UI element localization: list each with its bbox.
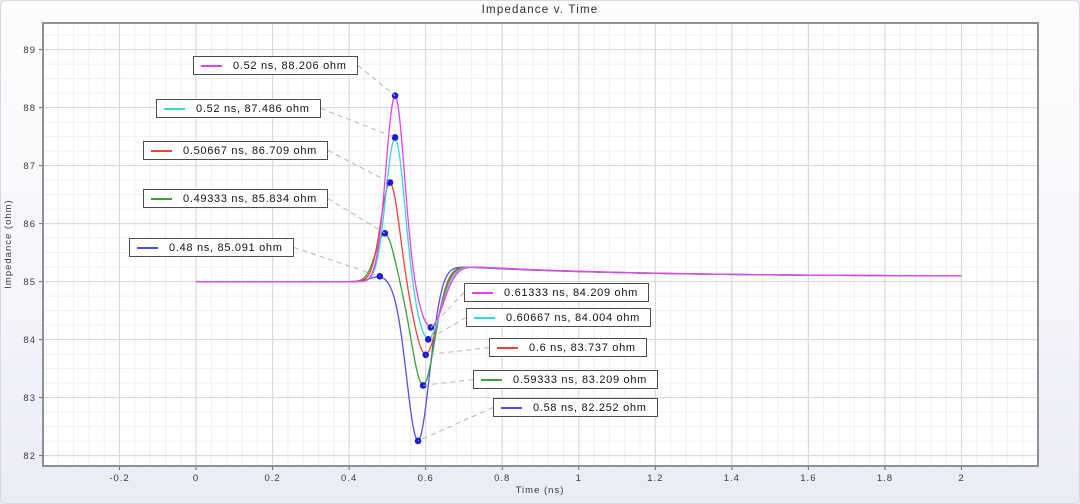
y-tick-label: 82 <box>23 451 36 462</box>
y-tick-label: 84 <box>23 335 36 346</box>
y-tick-label: 89 <box>23 45 36 56</box>
annotation-text: 0.49333 ns, 85.834 ohm <box>183 192 318 205</box>
annotation-text: 0.61333 ns, 84.209 ohm <box>504 286 639 299</box>
x-tick-label: 2 <box>958 473 964 484</box>
chart-title: Impedance v. Time <box>481 4 599 16</box>
annotation-callout: 0.50667 ns, 86.709 ohm <box>143 141 329 160</box>
annotation-swatch <box>137 246 158 249</box>
annotation-text: 0.50667 ns, 86.709 ohm <box>183 144 318 157</box>
annotation-text: 0.52 ns, 87.486 ohm <box>196 102 310 115</box>
leader-line <box>430 292 465 328</box>
annotation-text: 0.6 ns, 83.737 ohm <box>529 341 636 354</box>
x-tick-label: 1.6 <box>800 473 816 484</box>
x-tick-label: 0.2 <box>265 473 281 484</box>
plot-border <box>42 22 1039 467</box>
annotation-callout: 0.49333 ns, 85.834 ohm <box>143 189 329 208</box>
x-tick-label: -0.2 <box>109 473 129 484</box>
x-tick-label: 1.4 <box>724 473 740 484</box>
annotation-callout: 0.52 ns, 87.486 ohm <box>156 99 321 118</box>
leader-line <box>417 407 494 442</box>
leader-line <box>427 317 467 340</box>
y-tick-label: 86 <box>23 219 36 230</box>
x-axis-title: Time (ns) <box>515 485 565 496</box>
annotation-callout: 0.6 ns, 83.737 ohm <box>489 338 647 357</box>
x-tick-label: 0.6 <box>418 473 434 484</box>
leader-line <box>293 247 380 277</box>
annotation-callout: 0.59333 ns, 83.209 ohm <box>473 370 659 389</box>
x-tick-label: 0 <box>193 473 199 484</box>
annotation-callout: 0.58 ns, 82.252 ohm <box>493 398 658 417</box>
annotation-swatch <box>151 149 172 152</box>
annotation-callout: 0.60667 ns, 84.004 ohm <box>466 308 652 327</box>
x-tick-label: 0.8 <box>494 473 510 484</box>
annotation-swatch <box>481 378 502 381</box>
annotation-swatch <box>164 107 185 110</box>
annotation-swatch <box>151 197 172 200</box>
leader-line <box>327 150 391 183</box>
annotation-text: 0.58 ns, 82.252 ohm <box>533 401 647 414</box>
x-tick-label: 0.4 <box>341 473 357 484</box>
annotation-swatch <box>474 316 495 319</box>
annotation-callout: 0.48 ns, 85.091 ohm <box>129 238 294 257</box>
y-tick-label: 88 <box>23 103 36 114</box>
annotation-text: 0.59333 ns, 83.209 ohm <box>513 373 648 386</box>
annotation-callout: 0.52 ns, 88.206 ohm <box>193 56 358 75</box>
annotation-swatch <box>201 64 222 67</box>
annotation-text: 0.60667 ns, 84.004 ohm <box>506 311 641 324</box>
marker-dot <box>386 179 394 186</box>
y-tick-label: 87 <box>23 161 36 172</box>
leader-line <box>327 198 386 234</box>
annotation-text: 0.52 ns, 88.206 ohm <box>233 59 347 72</box>
annotation-callout: 0.61333 ns, 84.209 ohm <box>464 283 650 302</box>
marker-dot <box>419 382 427 389</box>
y-axis-title: Impedance (ohm) <box>3 199 14 289</box>
annotation-text: 0.48 ns, 85.091 ohm <box>169 241 283 254</box>
annotation-swatch <box>501 406 522 409</box>
series-line-magenta <box>196 94 962 328</box>
leader-line <box>357 65 396 97</box>
x-tick-label: 1 <box>576 473 582 484</box>
annotation-swatch <box>472 291 493 294</box>
x-tick-label: 1.8 <box>877 473 893 484</box>
annotation-swatch <box>497 346 518 349</box>
leader-line <box>320 108 396 138</box>
marker-dot <box>391 92 399 100</box>
marker-dot <box>381 229 389 237</box>
marker-dot <box>391 134 399 141</box>
marker-dot <box>414 437 422 445</box>
marker-dot <box>424 336 432 343</box>
y-tick-label: 83 <box>23 393 36 404</box>
y-tick-label: 85 <box>23 277 36 288</box>
x-tick-label: 1.2 <box>647 473 663 484</box>
leader-line <box>425 347 490 356</box>
